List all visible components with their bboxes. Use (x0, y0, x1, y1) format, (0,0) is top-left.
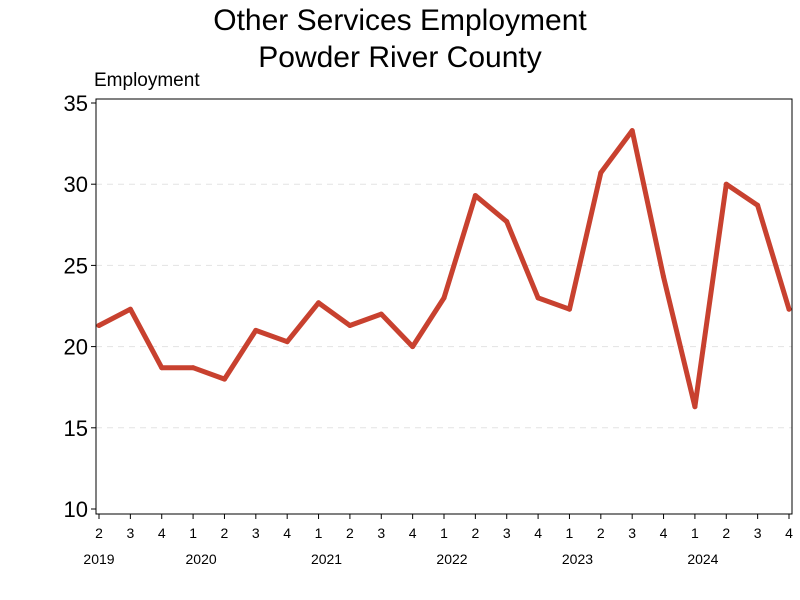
x-tick-label: 2 (597, 525, 605, 541)
data-point (127, 306, 133, 312)
y-axis-label: Employment (94, 70, 200, 91)
data-point (253, 327, 259, 333)
x-tick-label: 3 (126, 525, 134, 541)
x-tick-label: 3 (252, 525, 260, 541)
x-tick-label: 1 (315, 525, 323, 541)
gridlines (96, 183, 792, 429)
y-tick-label: 35 (64, 91, 88, 116)
x-tick-label: 4 (283, 525, 291, 541)
x-tick-label: 4 (409, 525, 417, 541)
data-point (284, 339, 290, 345)
data-point (504, 219, 510, 225)
x-year-label: 2022 (436, 551, 467, 567)
x-axis: 2 3 4 1 2 3 4 1 2 3 4 1 2 3 4 1 2 3 4 1 2 3 4 2019 2020 2021 2022 2… (83, 514, 793, 567)
x-tick-label: 4 (158, 525, 166, 541)
x-year-label: 2021 (311, 551, 342, 567)
data-point (566, 306, 572, 312)
x-tick-label: 2 (95, 525, 103, 541)
data-point (629, 128, 635, 134)
data-point (441, 295, 447, 301)
data-point (378, 311, 384, 317)
x-year-label: 2024 (687, 551, 718, 567)
series-line (96, 128, 792, 410)
x-tick-label: 2 (346, 525, 354, 541)
data-point (755, 202, 761, 208)
x-tick-label: 2 (471, 525, 479, 541)
data-point (347, 322, 353, 328)
y-axis: 10 15 20 25 30 35 (64, 91, 96, 522)
data-point (472, 193, 478, 199)
plot-frame (95, 98, 793, 515)
series-group (96, 128, 792, 410)
y-tick-label: 20 (64, 335, 88, 360)
x-tick-label: 4 (660, 525, 668, 541)
data-point (410, 344, 416, 350)
x-year-label: 2019 (83, 551, 114, 567)
x-tick-label: 1 (566, 525, 574, 541)
x-year-label: 2023 (562, 551, 593, 567)
y-tick-label: 15 (64, 416, 88, 441)
y-tick-label: 10 (64, 497, 88, 522)
x-tick-label: 2 (722, 525, 730, 541)
chart-title: Other Services Employment (213, 4, 587, 37)
x-tick-label: 1 (440, 525, 448, 541)
data-point (598, 170, 604, 176)
x-tick-label: 3 (503, 525, 511, 541)
x-year-label: 2020 (186, 551, 217, 567)
x-tick-label: 1 (691, 525, 699, 541)
data-point (661, 274, 667, 280)
data-point (692, 404, 698, 410)
data-point (221, 376, 227, 382)
data-point (723, 181, 729, 187)
x-tick-label: 4 (785, 525, 793, 541)
x-tick-label: 4 (534, 525, 542, 541)
y-tick-label: 30 (64, 172, 88, 197)
chart-subtitle: Powder River County (258, 41, 541, 74)
data-point (159, 365, 165, 371)
x-tick-label: 3 (754, 525, 762, 541)
data-point (190, 365, 196, 371)
x-tick-label: 3 (377, 525, 385, 541)
data-point (786, 306, 792, 312)
x-tick-label: 2 (221, 525, 229, 541)
data-point (535, 295, 541, 301)
x-tick-label: 3 (628, 525, 636, 541)
data-point (96, 322, 102, 328)
x-tick-label: 1 (189, 525, 197, 541)
y-tick-label: 25 (64, 253, 88, 278)
data-point (316, 300, 322, 306)
